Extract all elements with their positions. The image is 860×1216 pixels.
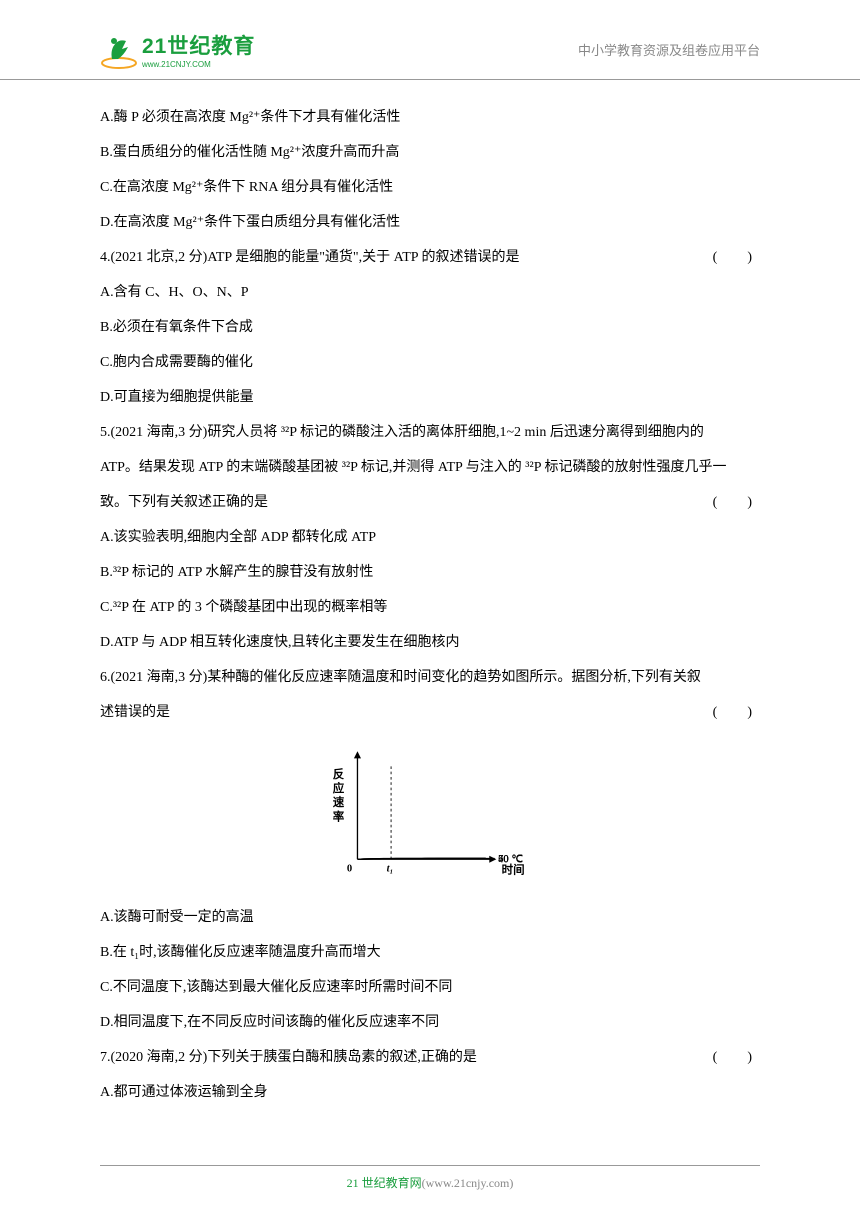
logo: 21世纪教育 www.21CNJY.COM <box>100 30 255 69</box>
q4-option-d: D.可直接为细胞提供能量 <box>100 380 760 415</box>
question-5-line2: ATP。结果发现 ATP 的末端磷酸基团被 ³²P 标记,并测得 ATP 与注入… <box>100 450 760 485</box>
answer-blank: ( ) <box>713 695 760 730</box>
q6-option-c: C.不同温度下,该酶达到最大催化反应速率时所需时间不同 <box>100 970 760 1005</box>
svg-text:0: 0 <box>347 864 352 875</box>
question-6-line1: 6.(2021 海南,3 分)某种酶的催化反应速率随温度和时间变化的趋势如图所示… <box>100 660 760 695</box>
q4-option-c: C.胞内合成需要酶的催化 <box>100 345 760 380</box>
q4-option-b: B.必须在有氧条件下合成 <box>100 310 760 345</box>
reaction-rate-chart: 50 ℃60 ℃70 ℃40 ℃反应速率时间0t₁ <box>315 740 545 890</box>
logo-sub-text: www.21CNJY.COM <box>142 60 255 69</box>
q7-option-a: A.都可通过体液运输到全身 <box>100 1075 760 1110</box>
option-a: A.酶 P 必须在高浓度 Mg²⁺条件下才具有催化活性 <box>100 100 760 135</box>
q5-option-c: C.³²P 在 ATP 的 3 个磷酸基团中出现的概率相等 <box>100 590 760 625</box>
svg-text:t₁: t₁ <box>387 864 394 875</box>
option-d: D.在高浓度 Mg²⁺条件下蛋白质组分具有催化活性 <box>100 205 760 240</box>
question-7-text: 7.(2020 海南,2 分)下列关于胰蛋白酶和胰岛素的叙述,正确的是 <box>100 1040 693 1075</box>
footer-url: (www.21cnjy.com) <box>422 1176 514 1190</box>
footer-brand: 21 世纪教育网 <box>347 1176 422 1190</box>
svg-text:速: 速 <box>333 795 345 809</box>
logo-icon <box>100 31 138 69</box>
q4-option-a: A.含有 C、H、O、N、P <box>100 275 760 310</box>
question-6-line2: 述错误的是 ( ) <box>100 695 760 730</box>
answer-blank: ( ) <box>713 485 760 520</box>
question-6-text2: 述错误的是 <box>100 695 693 730</box>
q6-option-d: D.相同温度下,在不同反应时间该酶的催化反应速率不同 <box>100 1005 760 1040</box>
page-footer: 21 世纪教育网(www.21cnjy.com) <box>100 1165 760 1191</box>
question-4: 4.(2021 北京,2 分)ATP 是细胞的能量"通货",关于 ATP 的叙述… <box>100 240 760 275</box>
svg-text:反: 反 <box>333 767 345 781</box>
answer-blank: ( ) <box>713 240 760 275</box>
q6-option-a: A.该酶可耐受一定的高温 <box>100 900 760 935</box>
option-c: C.在高浓度 Mg²⁺条件下 RNA 组分具有催化活性 <box>100 170 760 205</box>
question-4-text: 4.(2021 北京,2 分)ATP 是细胞的能量"通货",关于 ATP 的叙述… <box>100 240 693 275</box>
document-content: A.酶 P 必须在高浓度 Mg²⁺条件下才具有催化活性 B.蛋白质组分的催化活性… <box>0 100 860 1110</box>
answer-blank: ( ) <box>713 1040 760 1075</box>
q5-option-a: A.该实验表明,细胞内全部 ADP 都转化成 ATP <box>100 520 760 555</box>
svg-text:率: 率 <box>333 809 345 823</box>
page-header: 21世纪教育 www.21CNJY.COM 中小学教育资源及组卷应用平台 <box>0 0 860 80</box>
svg-text:时间: 时间 <box>502 862 525 876</box>
header-subtitle: 中小学教育资源及组卷应用平台 <box>578 40 760 59</box>
question-5-text3: 致。下列有关叙述正确的是 <box>100 485 693 520</box>
q6-option-b: B.在 t₁时,该酶催化反应速率随温度升高而增大 <box>100 935 760 970</box>
option-b: B.蛋白质组分的催化活性随 Mg²⁺浓度升高而升高 <box>100 135 760 170</box>
question-7: 7.(2020 海南,2 分)下列关于胰蛋白酶和胰岛素的叙述,正确的是 ( ) <box>100 1040 760 1075</box>
chart-container: 50 ℃60 ℃70 ℃40 ℃反应速率时间0t₁ <box>100 740 760 890</box>
question-5-line3: 致。下列有关叙述正确的是 ( ) <box>100 485 760 520</box>
logo-main-text: 21世纪教育 <box>142 30 255 60</box>
q5-option-b: B.³²P 标记的 ATP 水解产生的腺苷没有放射性 <box>100 555 760 590</box>
q5-option-d: D.ATP 与 ADP 相互转化速度快,且转化主要发生在细胞核内 <box>100 625 760 660</box>
question-5-line1: 5.(2021 海南,3 分)研究人员将 ³²P 标记的磷酸注入活的离体肝细胞,… <box>100 415 760 450</box>
logo-text: 21世纪教育 www.21CNJY.COM <box>142 30 255 69</box>
svg-text:应: 应 <box>333 781 345 795</box>
